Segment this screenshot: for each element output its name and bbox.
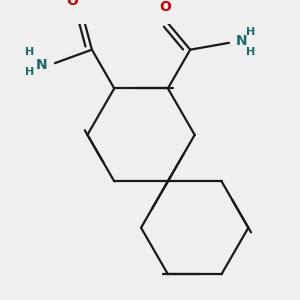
Text: H: H [246, 27, 255, 37]
Text: H: H [25, 67, 34, 77]
Text: N: N [36, 58, 48, 72]
Text: H: H [246, 47, 255, 57]
Text: H: H [25, 47, 34, 57]
Text: O: O [159, 0, 171, 14]
Text: N: N [236, 34, 248, 48]
Text: O: O [66, 0, 78, 8]
